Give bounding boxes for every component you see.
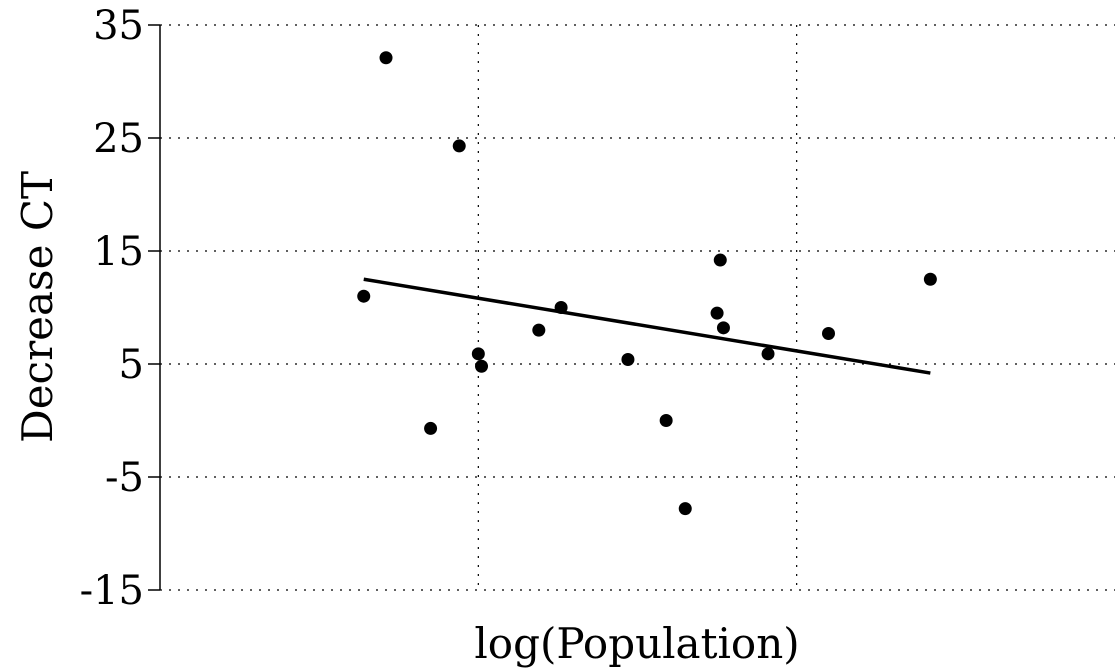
y-tick-labels: -15 -5 5 15 25 35 <box>80 3 160 614</box>
data-points <box>357 51 937 516</box>
data-point <box>452 139 466 153</box>
y-tick-label: -15 <box>80 568 144 614</box>
data-point <box>923 272 937 286</box>
y-tick-label: 25 <box>93 116 144 162</box>
y-tick-label: 15 <box>93 229 144 275</box>
data-point <box>678 502 692 516</box>
y-axis-label: Decrease CT <box>13 171 62 443</box>
data-point <box>621 352 635 366</box>
data-point <box>822 326 835 340</box>
data-point <box>761 347 775 361</box>
data-point <box>475 359 489 373</box>
data-point <box>471 347 485 361</box>
data-point <box>713 253 727 267</box>
data-point <box>357 289 371 303</box>
data-point <box>424 421 438 435</box>
data-point <box>532 323 546 337</box>
y-tick-label: 5 <box>119 342 144 388</box>
data-point <box>659 414 673 427</box>
y-tick-label: -5 <box>105 455 144 501</box>
trend-line <box>363 277 931 375</box>
data-point <box>379 51 393 65</box>
data-point <box>554 301 568 314</box>
grid-lines <box>160 24 1115 591</box>
data-point <box>710 306 724 320</box>
trend-line-layer <box>363 277 931 375</box>
x-axis-label: log(Population) <box>474 619 799 668</box>
data-point <box>716 321 730 335</box>
y-tick-label: 35 <box>93 3 144 49</box>
